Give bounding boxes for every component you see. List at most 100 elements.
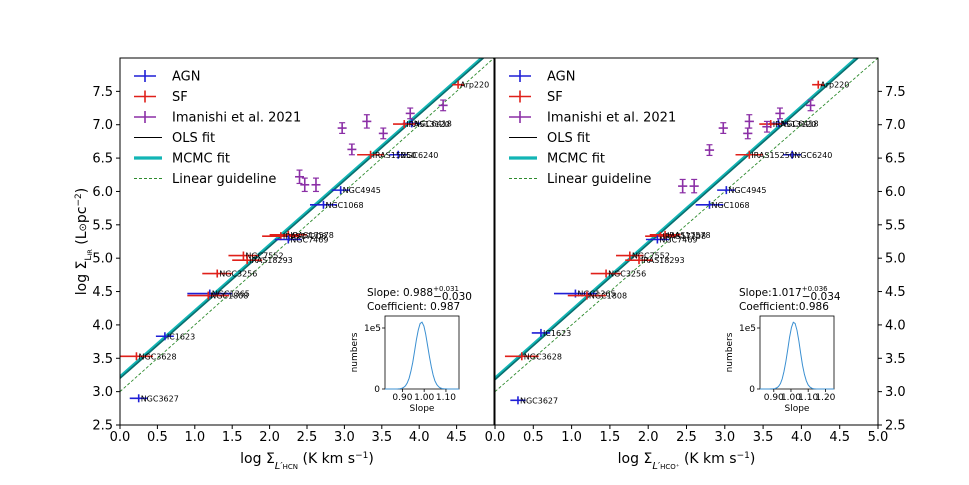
ols-fit-line (120, 58, 485, 379)
slope-upper: +0.036 (802, 285, 828, 293)
point-sf: IRAS18293 (625, 256, 685, 265)
inset-frame (384, 315, 460, 390)
legend-label: Imanishi et al. 2021 (547, 111, 676, 126)
point-sf: NGC3628 (120, 352, 177, 361)
x-axis-label-part: −1 (737, 451, 750, 461)
point-label-NGC3628: NGC3628 (138, 352, 176, 361)
y-tick-label: 2.5 (92, 419, 113, 434)
slope-value: Slope:1.017 (739, 287, 802, 299)
inset-x-tick-label: 0.90 (392, 393, 412, 403)
point-sf: NGC3256 (590, 269, 646, 279)
point-label-NGC1068: NGC1068 (711, 201, 749, 210)
y-tick-label: 6.0 (885, 185, 906, 200)
x-tick-label: 3.0 (714, 430, 735, 445)
histogram-step (385, 321, 459, 390)
legend-label: SF (172, 90, 188, 105)
x-axis-label-part: log Σ (240, 451, 275, 467)
point-label-NGC3256: NGC3256 (219, 270, 257, 279)
x-tick-label: 1.5 (600, 430, 621, 445)
legend-label: MCMC fit (172, 152, 230, 167)
x-axis-label-part: (K km s (298, 451, 355, 467)
legend-entry: Imanishi et al. 2021 (134, 111, 301, 126)
x-axis-label-part: L′ (275, 461, 284, 472)
point-agn: IC1623 (531, 328, 571, 338)
point-sf: IRAS13120 (393, 120, 450, 129)
point-agn: IC1623 (155, 332, 195, 341)
inset-x-tick-label: 1.20 (815, 393, 835, 403)
legend-entry: MCMC fit (134, 152, 230, 167)
x-tick-label: 0.0 (110, 430, 131, 445)
x-axis-label-part: log Σ (618, 451, 653, 467)
point-imanishi (362, 114, 372, 129)
x-axis-label-part: HCN (283, 463, 298, 471)
legend-entry: OLS fit (134, 131, 215, 146)
x-tick-label: 3.0 (334, 430, 355, 445)
y-tick-label: 3.0 (92, 385, 113, 400)
inset-y-tick-label: 0 (749, 385, 755, 395)
mcmc-fit-line (495, 58, 859, 380)
point-imanishi (337, 122, 347, 135)
point-imanishi (405, 107, 415, 120)
inset-histogram: 0.90 1.00 1.10 1e5 0 Slope numbers (350, 315, 460, 414)
point-agn: NGC7469 (274, 235, 328, 244)
inset-x-label: Slope (410, 404, 435, 414)
y-tick-label: 6.0 (92, 185, 113, 200)
y-tick-label: 3.5 (92, 352, 113, 367)
point-imanishi (378, 127, 388, 140)
point-sf: NGC7552 (228, 251, 284, 261)
y-axis-label: log ΣLIR (L⊙pc−2) (74, 188, 94, 296)
point-imanishi (678, 178, 688, 194)
point-imanishi (744, 114, 754, 129)
coefficient-text: Coefficient:0.986 (739, 301, 829, 313)
x-tick-label: 0.5 (147, 430, 168, 445)
x-tick-label: 4.0 (791, 430, 812, 445)
point-agn: NGC4945 (331, 186, 381, 195)
point-label-IRAS17578: IRAS17578 (667, 231, 711, 240)
point-imanishi (438, 99, 448, 112)
point-label-NGC4945: NGC4945 (343, 186, 381, 195)
y-tick-label: 4.0 (92, 318, 113, 333)
point-label-NGC7552: NGC7552 (245, 252, 283, 261)
y-axis-label-part: log Σ (74, 261, 90, 296)
x-axis-label-part: ) (750, 451, 755, 467)
y-tick-label: 7.0 (885, 118, 906, 133)
inset-x-tick-label: 1.10 (798, 393, 818, 403)
slope-value: Slope: 0.988 (367, 287, 433, 299)
legend-entry: AGN (509, 70, 575, 85)
y-axis-label-part: pc (74, 206, 90, 223)
slope-lower: −0.034 (802, 291, 841, 303)
point-imanishi (311, 177, 321, 193)
inset-x-tick-label: 1.10 (436, 393, 456, 403)
x-tick-label: 0.5 (523, 430, 544, 445)
slope-upper: +0.031 (433, 285, 459, 293)
point-imanishi (805, 99, 816, 112)
point-label-NGC6418: NGC6418 (414, 119, 452, 128)
legend-entry: Linear guideline (134, 172, 276, 187)
y-axis-label-part: (L (74, 231, 90, 249)
point-agn: NGC7469 (645, 235, 698, 244)
point-label-NGC7552: NGC7552 (632, 252, 670, 261)
x-axis-label: log ΣL′HCN (K km s−1) (240, 451, 374, 472)
inset-x-tick-label: 1.00 (781, 393, 801, 403)
inset-y-tick-label: 0 (374, 385, 380, 395)
point-imanishi (718, 122, 728, 135)
x-axis-label-part: (K km s (680, 451, 737, 467)
point-sf: NGC1808 (187, 291, 248, 301)
legend-entry: OLS fit (509, 131, 590, 146)
point-label-NGC3628: NGC3628 (524, 352, 562, 361)
point-sf: IRAS15250 (357, 150, 416, 160)
y-tick-label: 5.5 (885, 218, 906, 233)
legend-entry: SF (509, 90, 563, 105)
y-axis-label-part: IR (86, 249, 94, 256)
point-agn: NGC6240 (783, 150, 832, 160)
legend-label: SF (547, 90, 563, 105)
point-imanishi (295, 169, 305, 185)
ols-fit-line (495, 58, 860, 381)
point-label-NGC1365: NGC1365 (577, 290, 615, 299)
inset-y-label: numbers (725, 332, 735, 372)
point-label-IRAS18293: IRAS18293 (641, 256, 685, 265)
inset-x-tick-label: 0.90 (764, 393, 784, 403)
